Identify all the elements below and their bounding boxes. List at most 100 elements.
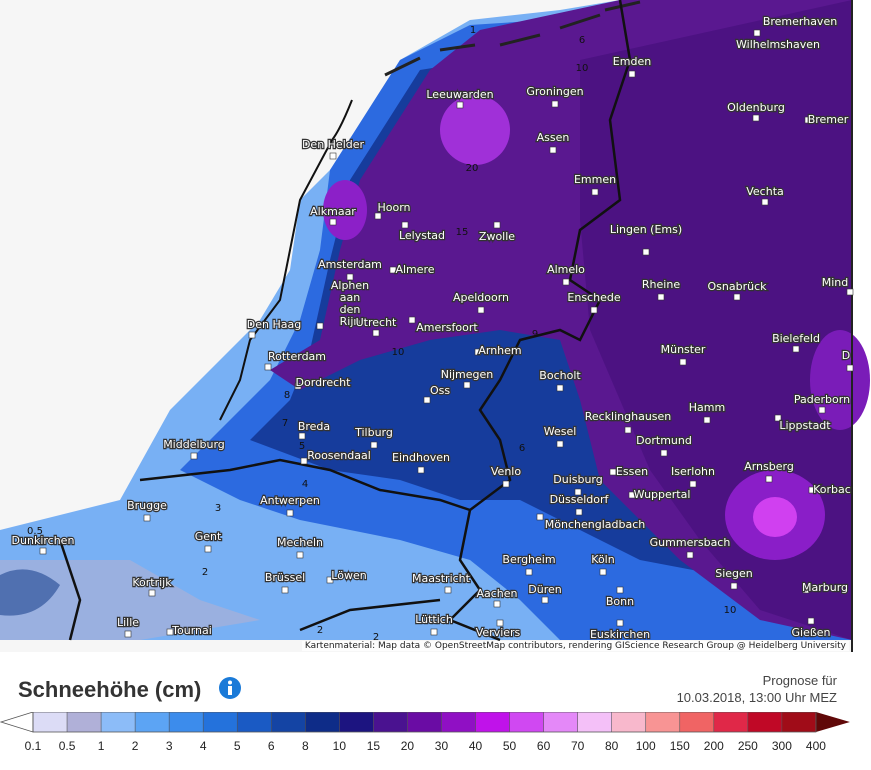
city-marker: [807, 617, 815, 625]
forecast-line: 10.03.2018, 13:00 Uhr MEZ: [676, 690, 837, 705]
borders: [58, 0, 632, 642]
city-label: Essen: [616, 465, 648, 478]
city-label: Kortrijk: [132, 576, 172, 589]
city-marker: [591, 188, 599, 196]
city-label: Gießen: [791, 626, 830, 639]
legend-high: [815, 712, 850, 732]
city-label: D: [842, 349, 850, 362]
city-marker: [679, 358, 687, 366]
city-marker: [753, 29, 761, 37]
legend-swatch: [543, 712, 579, 732]
legend-label: 30: [435, 739, 449, 753]
city-marker: [624, 426, 632, 434]
legend-swatch: [237, 712, 272, 732]
city-label: Alphen aan den Rijn: [331, 279, 369, 328]
city-marker: [703, 416, 711, 424]
contour-label: 2: [317, 625, 323, 636]
city-marker: [774, 414, 782, 422]
city-label: Wesel: [544, 425, 577, 438]
city-marker: [765, 475, 773, 483]
legend-swatch: [373, 712, 408, 732]
legend-swatch: [203, 712, 238, 732]
city-label: Middelburg: [163, 438, 225, 451]
city-label: Arnsberg: [744, 460, 794, 473]
legend-label: 300: [772, 739, 792, 753]
legend-swatch: [67, 712, 102, 732]
legend-label: 40: [469, 739, 483, 753]
city-label: Eindhoven: [392, 451, 450, 464]
land-pale: [0, 560, 260, 640]
city-marker: [316, 322, 324, 330]
city-marker: [286, 509, 294, 517]
city-marker: [294, 382, 302, 390]
city-marker: [551, 100, 559, 108]
city-label: Assen: [537, 131, 570, 144]
legend-label: 50: [503, 739, 517, 753]
legend-label: 80: [605, 739, 619, 753]
city-label: Breda: [298, 420, 330, 433]
city-label: Hamm: [689, 401, 725, 414]
info-icon[interactable]: [218, 676, 242, 700]
city-marker: [804, 116, 812, 124]
city-label: Lelystad: [399, 229, 445, 242]
contour-label: 6: [519, 443, 525, 454]
city-marker: [502, 480, 510, 488]
city-marker: [401, 221, 409, 229]
city-label: Verviers: [476, 626, 521, 639]
legend-swatch: [645, 712, 681, 732]
city-label: Amsterdam: [318, 258, 382, 271]
city-label: Dortmund: [636, 434, 692, 447]
islands: [384, 0, 641, 77]
legend-label: 0.5: [59, 739, 76, 753]
contour-label: 20: [466, 163, 479, 174]
city-label: Brüssel: [265, 571, 305, 584]
city-label: Oss: [430, 384, 450, 397]
legend-label: 200: [704, 739, 724, 753]
city-label: Münster: [661, 343, 706, 356]
city-marker: [298, 432, 306, 440]
city-label: Aachen: [476, 587, 517, 600]
legend-swatch: [679, 712, 715, 732]
city-label: Marburg: [802, 581, 848, 594]
contour-label: 5: [299, 441, 305, 452]
legend-label: 250: [738, 739, 758, 753]
city-marker: [264, 363, 272, 371]
contour-layer: 1 6 10 20 15 10 9 8 7 6 5 4 3 2 0.5 2 10 2: [27, 25, 736, 643]
city-marker: [281, 586, 289, 594]
legend-label: 2: [132, 739, 139, 753]
city-label: Euskirchen: [590, 628, 650, 641]
city-label: Brugge: [127, 499, 167, 512]
city-marker: [389, 266, 397, 274]
city-marker: [329, 152, 337, 160]
snow-max: [440, 95, 510, 165]
city-label: Vechta: [746, 185, 784, 198]
legend-label: 0.1: [25, 739, 42, 753]
legend-swatch: [339, 712, 374, 732]
legend-swatch: [611, 712, 647, 732]
legend-label: 10: [333, 739, 347, 753]
city-marker: [300, 457, 308, 465]
legend-label: 400: [806, 739, 826, 753]
city-label: Recklinghausen: [585, 410, 672, 423]
city-marker: [808, 486, 816, 494]
contour-label: 9: [532, 329, 538, 340]
city-marker: [456, 101, 464, 109]
city-marker: [493, 600, 501, 608]
city-marker: [474, 348, 482, 356]
city-marker: [743, 41, 751, 49]
city-label: Alkmaar: [310, 205, 356, 218]
city-label: Mind: [822, 276, 849, 289]
city-marker: [549, 146, 557, 154]
legend-swatch: [577, 712, 613, 732]
city-label: Rotterdam: [268, 350, 326, 363]
city-label: Leeuwarden: [426, 88, 493, 101]
city-marker: [730, 582, 738, 590]
city-marker: [846, 364, 854, 372]
city-label: Amersfoort: [416, 321, 478, 334]
city-label: Bonn: [606, 595, 634, 608]
map: Bremerhaven Wilhelmshaven Emden Bremer Leeuw…: [0, 0, 870, 652]
city-marker: [846, 288, 854, 296]
city-marker: [370, 441, 378, 449]
city-label: Groningen: [526, 85, 583, 98]
city-label: Nijmegen: [441, 368, 494, 381]
